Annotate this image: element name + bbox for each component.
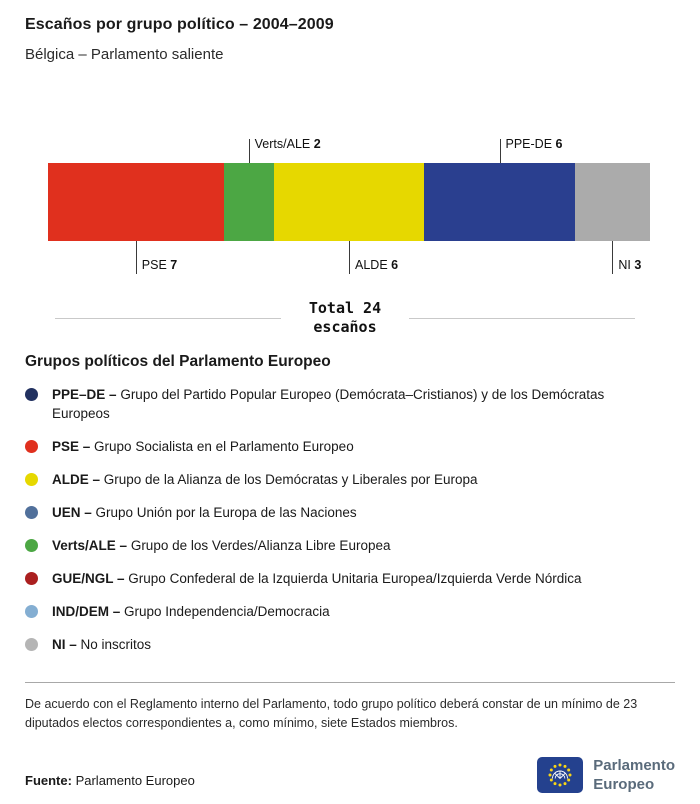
bar-label-ni: NI 3 xyxy=(612,241,641,274)
rules-footnote: De acuerdo con el Reglamento interno del… xyxy=(25,682,675,732)
bar-segment-ppe-de: PPE-DE 6 xyxy=(424,138,575,241)
label-tick xyxy=(349,241,350,274)
total-seats-label: Total 24 escaños xyxy=(308,299,382,336)
group-color-dot xyxy=(25,539,38,552)
legend-list: PPE–DE – Grupo del Partido Popular Europ… xyxy=(25,385,675,654)
group-abbr: UEN – xyxy=(52,505,92,520)
page-subtitle: Bélgica – Parlamento saliente xyxy=(25,46,224,63)
bar-segment-pse: PSE 7 xyxy=(48,163,224,274)
page-title: Escaños por grupo político – 2004–2009 xyxy=(25,16,334,33)
group-abbr: NI – xyxy=(52,637,77,652)
eu-flag-stars-icon xyxy=(537,757,584,793)
group-color-dot xyxy=(25,638,38,651)
group-color-dot xyxy=(25,388,38,401)
logo-wordmark: Parlamento Europeo xyxy=(593,757,675,793)
bar-segment-verts-ale: Verts/ALE 2 xyxy=(223,138,321,241)
bar-segment-alde: ALDE 6 xyxy=(273,163,425,274)
legend-item-pse: PSE – Grupo Socialista en el Parlamento … xyxy=(25,437,675,456)
group-color-dot xyxy=(25,572,38,585)
bar-label-pse: PSE 7 xyxy=(135,241,177,274)
group-abbr: PSE – xyxy=(52,439,91,454)
seats-chart: PSE 7 Verts/ALE 2 ALDE 6 PPE-DE 6 xyxy=(48,138,650,274)
label-tick xyxy=(135,241,137,274)
group-desc: No inscritos xyxy=(80,637,152,652)
group-color-dot xyxy=(25,473,38,486)
group-abbr: Verts/ALE – xyxy=(52,538,128,553)
total-seats: Total 24 escaños xyxy=(55,299,635,337)
group-color-dot xyxy=(25,440,38,453)
total-divider-right xyxy=(409,317,635,319)
stacked-bar: PSE 7 Verts/ALE 2 ALDE 6 PPE-DE 6 xyxy=(48,138,650,274)
legend-item-ind-dem: IND/DEM – Grupo Independencia/Democracia xyxy=(25,602,675,621)
group-abbr: ALDE – xyxy=(52,472,101,487)
european-parliament-logo: Parlamento Europeo xyxy=(537,756,675,794)
source-label: Fuente: xyxy=(25,773,72,788)
legend-item-ppe-de: PPE–DE – Grupo del Partido Popular Europ… xyxy=(25,385,675,423)
legend-item-ni: NI – No inscritos xyxy=(25,635,675,654)
group-abbr: GUE/NGL – xyxy=(52,571,125,586)
source-text: Parlamento Europeo xyxy=(75,773,195,788)
legend-item-gue-ngl: GUE/NGL – Grupo Confederal de la Izquier… xyxy=(25,569,675,588)
footer: Fuente: Parlamento Europeo xyxy=(25,756,675,794)
total-divider-left xyxy=(55,317,281,319)
bar-segment-ni: NI 3 xyxy=(574,163,650,274)
legend-heading: Grupos políticos del Parlamento Europeo xyxy=(25,353,331,370)
group-desc: Grupo de la Alianza de los Demócratas y … xyxy=(103,472,478,487)
group-desc: Grupo Unión por la Europa de las Nacione… xyxy=(95,505,357,520)
group-abbr: PPE–DE – xyxy=(52,387,117,402)
legend-item-verts-ale: Verts/ALE – Grupo de los Verdes/Alianza … xyxy=(25,536,675,555)
group-desc: Grupo del Partido Popular Europeo (Demóc… xyxy=(52,387,605,421)
bar-label-alde: ALDE 6 xyxy=(349,241,398,274)
label-tick xyxy=(612,241,614,274)
group-desc: Grupo Confederal de la Izquierda Unitari… xyxy=(128,571,582,586)
source-line: Fuente: Parlamento Europeo xyxy=(25,773,195,788)
label-tick xyxy=(248,139,250,163)
group-desc: Grupo de los Verdes/Alianza Libre Europe… xyxy=(130,538,391,553)
group-desc: Grupo Socialista en el Parlamento Europe… xyxy=(94,439,354,454)
group-abbr: IND/DEM – xyxy=(52,604,121,619)
bar-label-verts-ale: Verts/ALE 2 xyxy=(248,138,321,163)
legend-item-uen: UEN – Grupo Unión por la Europa de las N… xyxy=(25,503,675,522)
group-desc: Grupo Independencia/Democracia xyxy=(124,604,330,619)
group-color-dot xyxy=(25,506,38,519)
legend-item-alde: ALDE – Grupo de la Alianza de los Demócr… xyxy=(25,470,675,489)
label-tick xyxy=(499,139,501,163)
bar-label-ppe-de: PPE-DE 6 xyxy=(499,138,562,163)
group-color-dot xyxy=(25,605,38,618)
